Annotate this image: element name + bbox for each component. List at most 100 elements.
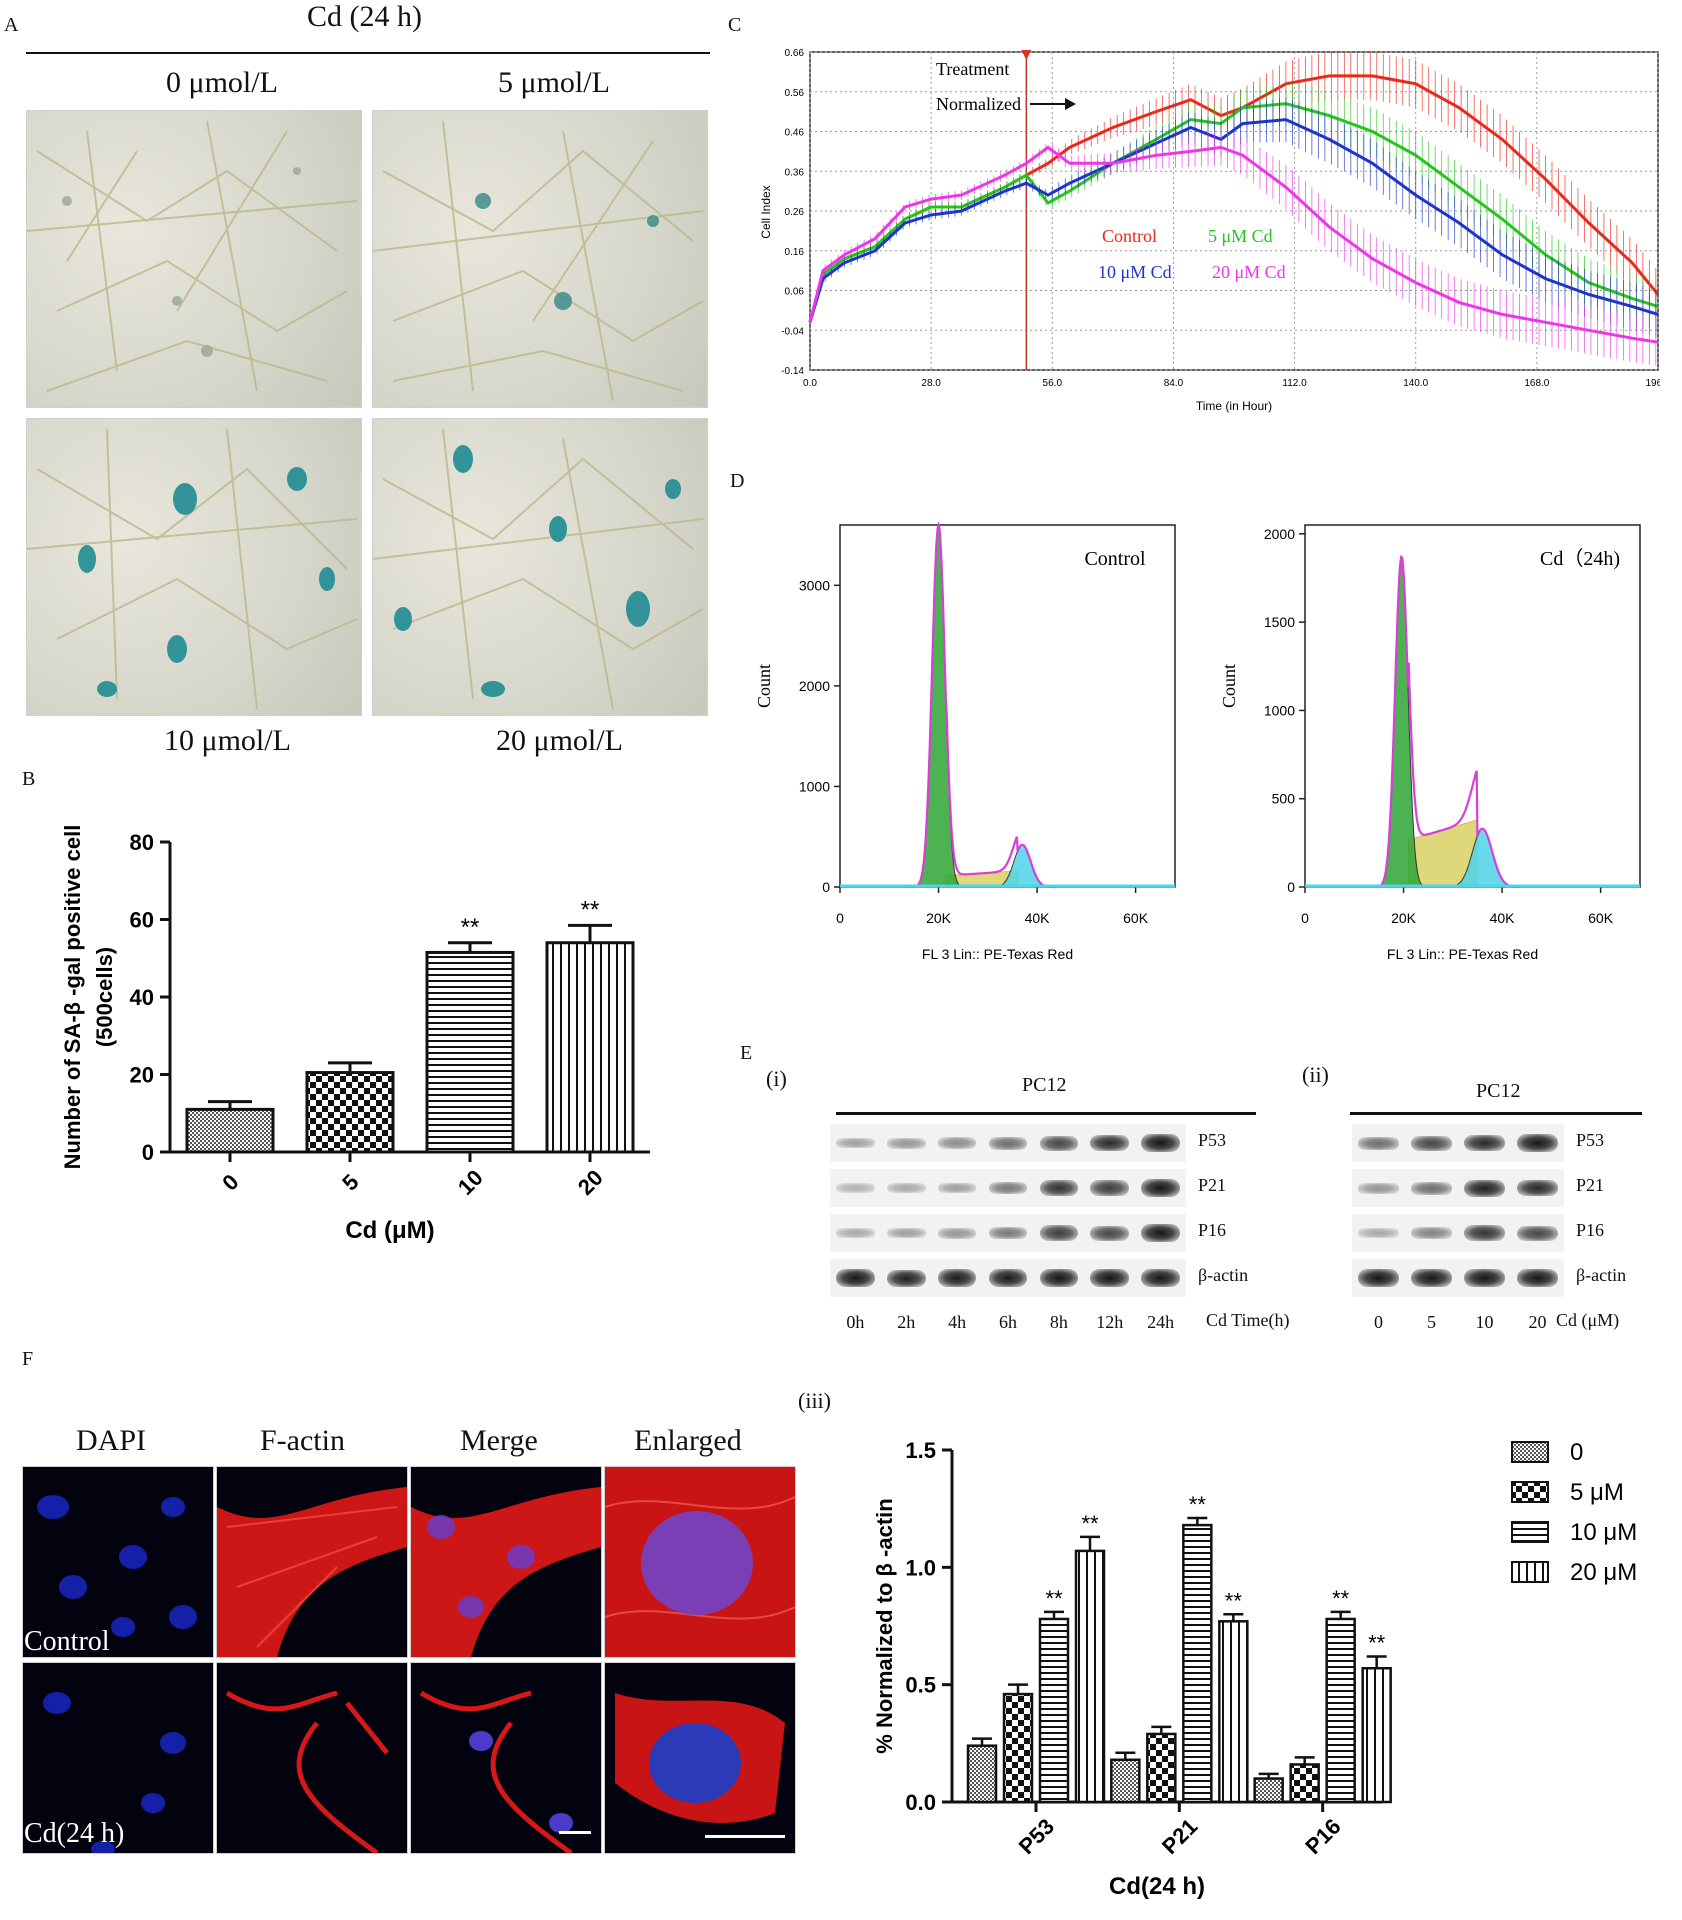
blot-ii-title: PC12	[1476, 1080, 1521, 1102]
blot-band	[1517, 1269, 1558, 1287]
treatment-marker	[1021, 50, 1032, 60]
blot-band	[836, 1228, 875, 1238]
blot-band	[1141, 1179, 1180, 1197]
y-tick-label: 0	[142, 1140, 154, 1165]
bar-P16-2	[1325, 1617, 1356, 1804]
y-tick-label: 0.5	[905, 1673, 936, 1698]
panel-label-f: F	[22, 1348, 34, 1370]
y-tick-label: 20	[130, 1063, 154, 1088]
x-tick-label: 0	[1301, 910, 1309, 926]
blot-band	[886, 1269, 926, 1287]
y-tick-label: 500	[1272, 791, 1296, 807]
bar-0	[185, 1107, 275, 1154]
blot-band	[988, 1226, 1028, 1240]
annotation-normalized: Normalized	[936, 94, 1021, 114]
merge-control-image	[410, 1466, 602, 1658]
significance-mark: **	[1225, 1588, 1243, 1613]
legend-entry: Control	[1102, 226, 1157, 246]
blot-band	[1517, 1134, 1558, 1152]
blot-lane-label: 0	[1374, 1312, 1383, 1332]
blot-band	[988, 1269, 1028, 1287]
blot-lane-label: 20	[1528, 1312, 1547, 1332]
x-axis-label: Cd(24 h)	[1109, 1873, 1205, 1900]
cell-texture	[373, 120, 704, 402]
y-tick-label: 60	[130, 908, 154, 933]
annotation-treatment: Treatment	[936, 59, 1009, 79]
y-tick-label: 40	[130, 985, 154, 1010]
y-tick-label: 0.56	[785, 88, 805, 99]
legend-swatch	[1511, 1521, 1549, 1543]
blot-band	[1411, 1135, 1452, 1151]
bar-P53-2	[1038, 1617, 1070, 1804]
bar-P16-3	[1361, 1666, 1392, 1804]
annotation-arrow-head	[1065, 98, 1076, 110]
x-tick-label: 112.0	[1282, 378, 1307, 389]
sa-beta-gal-image-20	[372, 418, 708, 716]
bar-P53-1	[1002, 1692, 1034, 1804]
legend-swatch	[1511, 1561, 1549, 1583]
panel-e-iii-label: (iii)	[798, 1388, 831, 1413]
sa-beta-gal-image-0	[26, 110, 362, 408]
blot-protein-label: P21	[1198, 1175, 1227, 1195]
significance-mark: **	[581, 896, 600, 923]
y-tick-label: -0.14	[781, 366, 804, 377]
x-tick-label: P21	[1157, 1814, 1202, 1859]
actin-texture	[217, 1487, 407, 1657]
enlarged-texture	[605, 1467, 795, 1657]
histogram-title: Cd（24h)	[1540, 547, 1620, 570]
legend-entry: 5 μM Cd	[1208, 226, 1273, 246]
y-tick-label: 1500	[1264, 614, 1295, 630]
blot-band	[1039, 1269, 1079, 1287]
blot-lane-label: 0h	[846, 1312, 865, 1332]
x-tick-label: 140.0	[1403, 378, 1428, 389]
x-axis-label: Time (in Hour)	[1196, 399, 1272, 413]
panel-f-col-enlarged: Enlarged	[634, 1424, 742, 1457]
blot-band	[1090, 1225, 1130, 1241]
y-axis-label-units: (500cells)	[92, 947, 117, 1047]
histogram-title: Control	[1084, 548, 1146, 570]
blot-protein-label: β-actin	[1198, 1265, 1249, 1285]
bar-P16-1	[1289, 1763, 1320, 1804]
bar-P21-2	[1182, 1523, 1213, 1804]
y-axis-label: Number of SA-β -gal positive cell	[60, 825, 85, 1170]
x-tick-label: 168.0	[1524, 378, 1549, 389]
dapi-control-image	[22, 1466, 214, 1658]
blot-ii-lane-axis-label: Cd (μM)	[1556, 1310, 1620, 1330]
y-tick-label: 80	[130, 830, 154, 855]
blot-protein-label: P53	[1198, 1130, 1227, 1150]
blot-band	[1464, 1134, 1505, 1152]
y-axis-label: Count	[754, 664, 774, 708]
panel-a-heading-rule	[26, 52, 710, 54]
blot-band	[1090, 1180, 1130, 1196]
y-axis-label: % Normalized to β -actin	[872, 1498, 897, 1753]
y-tick-label: 1.5	[905, 1438, 936, 1463]
x-tick-label: 40K	[1490, 910, 1516, 926]
blot-band	[1411, 1269, 1452, 1287]
legend-entry: 10 μM	[1570, 1519, 1637, 1546]
x-axis-label: FL 3 Lin:: PE-Texas Red	[1387, 946, 1538, 962]
x-tick-label: 28.0	[921, 378, 941, 389]
blot-i-title: PC12	[1022, 1074, 1067, 1096]
chart-b: 0 20 40 60 80 0 5 10 ** 20 ** Cd (μM) Number of SA-β…	[60, 825, 650, 1244]
blot-band	[886, 1227, 926, 1239]
y-tick-label: 0.26	[785, 207, 805, 218]
dapi-cd-image	[22, 1662, 214, 1854]
histogram-envelope	[909, 521, 1057, 889]
series-line	[808, 145, 1659, 344]
bar-P21-1	[1146, 1732, 1177, 1804]
bar-P53-3	[1074, 1549, 1106, 1804]
x-tick-label: 0	[836, 910, 844, 926]
legend-entry: 20 μM	[1570, 1559, 1637, 1586]
blot-ii-label: (ii)	[1302, 1062, 1329, 1087]
blot-lane-label: 4h	[948, 1312, 967, 1332]
y-tick-label: 2000	[1264, 526, 1295, 542]
blot-band	[1358, 1136, 1399, 1150]
blot-band	[988, 1181, 1028, 1195]
y-tick-label: 0.66	[785, 48, 805, 59]
blot-band	[1411, 1181, 1452, 1195]
panel-a-label-10: 10 μmol/L	[164, 724, 291, 757]
enlarged-texture	[615, 1693, 785, 1838]
factin-control-image	[216, 1466, 408, 1658]
panel-label-e: E	[740, 1042, 753, 1064]
merge-texture	[419, 1690, 591, 1853]
